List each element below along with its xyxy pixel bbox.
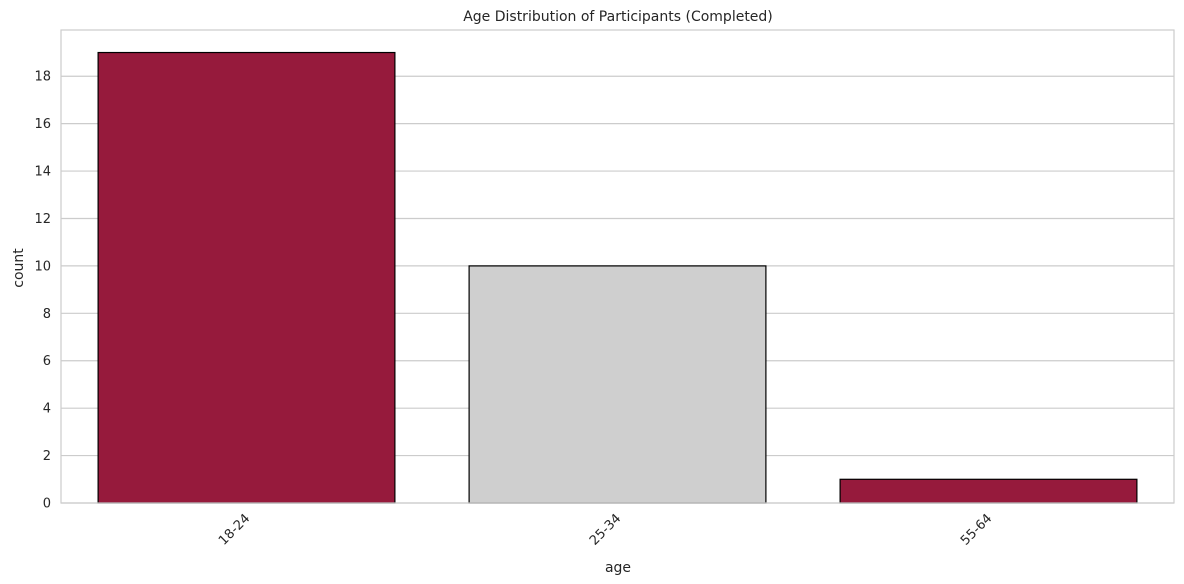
- x-tick-label: 25-34: [587, 511, 624, 548]
- chart-title: Age Distribution of Participants (Comple…: [463, 9, 773, 25]
- spines: [60, 29, 1175, 504]
- bar-25-34: [468, 265, 767, 504]
- y-ticks: 0 2 4 6 8 10 12 14 16 18: [34, 70, 51, 512]
- bar-55-64: [839, 478, 1138, 504]
- x-ticks: 18-24 25-34 55-64: [216, 511, 995, 548]
- y-axis-label: count: [11, 248, 27, 288]
- plot-frame: [60, 29, 1175, 504]
- y-tick-label: 2: [43, 449, 51, 464]
- y-tick-label: 12: [34, 212, 51, 227]
- y-tick-label: 0: [43, 497, 51, 512]
- y-tick-label: 10: [34, 259, 51, 274]
- bars: [97, 51, 1138, 504]
- x-tick-label: 55-64: [958, 511, 995, 548]
- x-axis-label: age: [605, 560, 631, 576]
- x-tick-label: 18-24: [216, 511, 253, 548]
- y-tick-label: 14: [34, 165, 51, 180]
- y-tick-label: 6: [43, 354, 51, 369]
- y-tick-label: 16: [34, 117, 51, 132]
- y-tick-label: 8: [43, 307, 51, 322]
- y-tick-label: 4: [43, 402, 51, 417]
- bar-18-24: [97, 51, 396, 504]
- y-tick-label: 18: [34, 70, 51, 85]
